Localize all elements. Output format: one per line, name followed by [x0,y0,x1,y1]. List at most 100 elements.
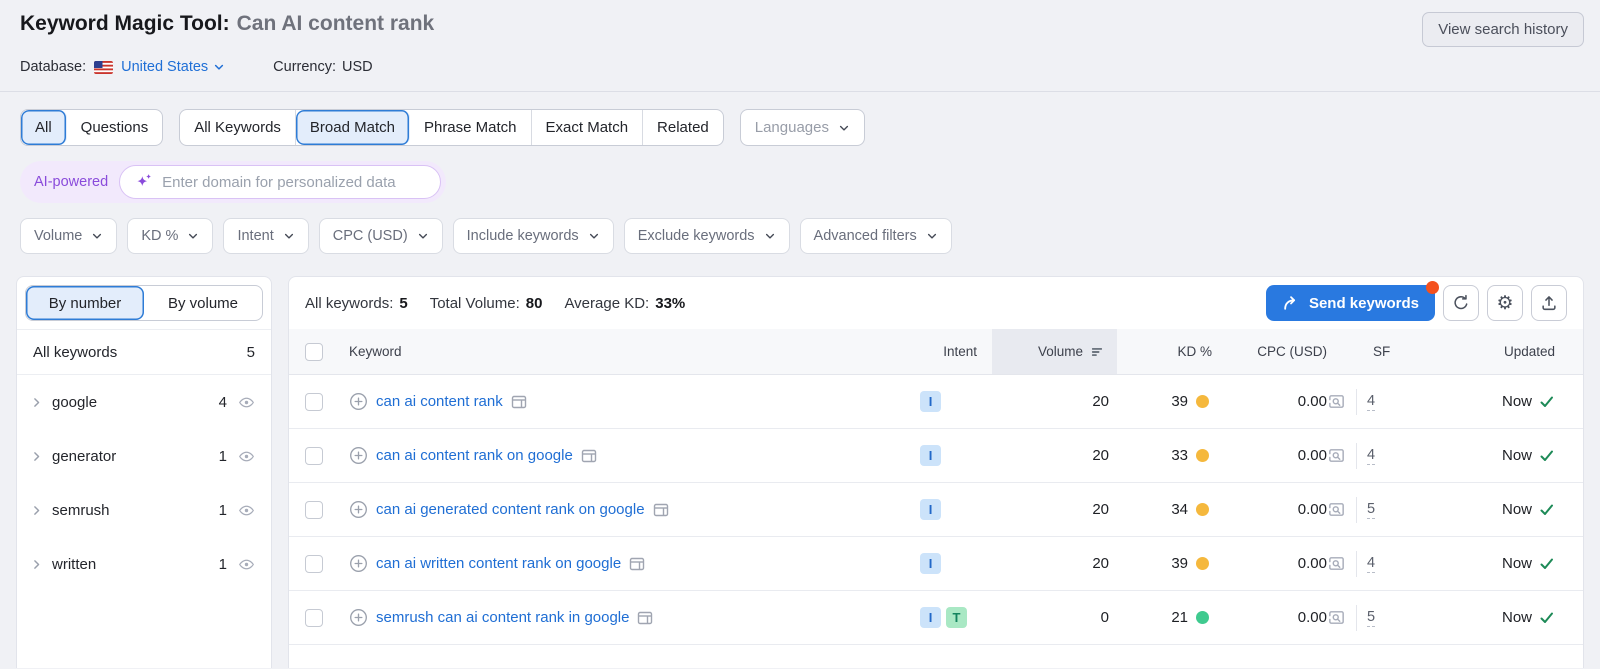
keyword-link[interactable]: can ai content rank on google [376,447,573,464]
sf-count[interactable]: 4 [1367,446,1376,466]
sf-count[interactable]: 5 [1367,608,1376,628]
add-keyword-icon[interactable] [349,608,368,627]
tab-broad-match[interactable]: Broad Match [295,110,410,145]
serp-icon[interactable] [511,394,527,410]
column-header-keyword[interactable]: Keyword [349,344,402,359]
serp-icon[interactable] [637,610,653,626]
eye-icon[interactable] [238,448,255,465]
chevron-right-icon[interactable] [30,396,43,409]
export-button[interactable] [1531,285,1567,321]
filter-include-keywords[interactable]: Include keywords [452,218,614,254]
column-header-updated[interactable]: Updated [1503,344,1555,359]
serp-icon[interactable] [581,448,597,464]
export-icon [1540,294,1558,312]
eye-icon[interactable] [238,556,255,573]
header-divider [0,91,1600,92]
keyword-link[interactable]: can ai content rank [376,393,503,410]
chevron-right-icon[interactable] [30,450,43,463]
row-checkbox[interactable] [305,608,323,627]
summary-total-volume: Total Volume: 80 [429,294,543,312]
intent-badge-i: I [920,445,941,466]
refresh-button[interactable] [1443,285,1479,321]
row-checkbox[interactable] [305,446,323,465]
domain-input-wrap[interactable] [119,165,442,199]
filter-intent[interactable]: Intent [223,218,309,254]
eye-icon[interactable] [238,394,255,411]
updated-cell: Now [1422,483,1567,536]
keyword-link[interactable]: can ai written content rank on google [376,555,622,572]
kd-cell: 39 [1117,375,1212,428]
filter-cpc-usd[interactable]: CPC (USD) [318,218,443,254]
tab-related[interactable]: Related [657,119,709,136]
tab-all-keywords[interactable]: All Keywords [180,110,296,145]
database-label: Database: [20,59,87,75]
chevron-down-icon [838,122,850,134]
serp-icon[interactable] [653,502,669,518]
column-header-intent[interactable]: Intent [943,344,977,359]
tab-questions[interactable]: Questions [80,119,149,136]
sidebar-group-semrush[interactable]: semrush 1 [17,483,271,537]
column-header-cpc[interactable]: CPC (USD) [1257,344,1327,359]
toggle-by-volume[interactable]: By volume [167,294,239,312]
serp-preview-icon[interactable] [1327,554,1346,573]
sidebar-item-all-keywords[interactable]: All keywords 5 [17,329,271,375]
add-keyword-icon[interactable] [349,554,368,573]
chevron-down-icon [926,230,938,242]
add-keyword-icon[interactable] [349,392,368,411]
volume-cell: 0 [1100,609,1109,626]
column-header-sf[interactable]: SF [1373,344,1391,359]
chevron-down-icon [417,230,429,242]
serp-preview-icon[interactable] [1327,446,1346,465]
serp-preview-icon[interactable] [1327,608,1346,627]
serp-preview-icon[interactable] [1327,392,1346,411]
tab-phrase-match[interactable]: Phrase Match [410,110,532,145]
keyword-link[interactable]: semrush can ai content rank in google [376,609,630,626]
sidebar-group-generator[interactable]: generator 1 [17,429,271,483]
keyword-link[interactable]: can ai generated content rank on google [376,501,645,518]
domain-input[interactable] [162,173,427,191]
tab-all[interactable]: All [21,110,67,145]
filter-kd[interactable]: KD % [127,218,214,254]
sf-count[interactable]: 5 [1367,500,1376,520]
select-all-checkbox[interactable] [305,342,323,361]
filter-volume[interactable]: Volume [20,218,118,254]
filter-advanced-filters[interactable]: Advanced filters [799,218,952,254]
eye-icon[interactable] [238,502,255,519]
keyword-group-label: google [52,393,98,411]
sidebar-group-written[interactable]: written 1 [17,537,271,591]
tab-exact-match[interactable]: Exact Match [532,110,644,145]
keyword-group-list: google 4 generator 1 semrush 1 written 1 [17,375,271,591]
column-header-volume[interactable]: Volume [992,329,1117,374]
volume-cell: 20 [1092,501,1109,518]
row-checkbox[interactable] [305,392,323,411]
row-checkbox[interactable] [305,554,323,573]
filter-label: KD % [141,228,179,244]
row-checkbox[interactable] [305,500,323,519]
settings-button[interactable]: ⚙ [1487,285,1523,321]
view-search-history-button[interactable]: View search history [1422,12,1584,47]
filter-exclude-keywords[interactable]: Exclude keywords [623,218,790,254]
sf-count[interactable]: 4 [1367,392,1376,412]
toggle-by-number[interactable]: By number [26,286,144,320]
volume-cell: 20 [1092,555,1109,572]
check-icon [1539,448,1555,464]
add-keyword-icon[interactable] [349,446,368,465]
column-header-kd[interactable]: KD % [1177,344,1212,359]
sidebar-group-google[interactable]: google 4 [17,375,271,429]
serp-icon[interactable] [629,556,645,572]
intent-badge-i: I [920,607,941,628]
sf-count[interactable]: 4 [1367,554,1376,574]
send-keywords-button[interactable]: Send keywords [1265,281,1439,321]
database-selector[interactable]: United States [121,59,225,75]
chevron-right-icon[interactable] [30,558,43,571]
us-flag-icon [94,60,114,74]
search-query-text: Can AI content rank [236,12,435,35]
serp-preview-icon[interactable] [1327,500,1346,519]
updated-cell: Now [1422,429,1567,482]
updated-cell: Now [1422,375,1567,428]
sidebar-sort-toggle: By number By volume [25,285,263,321]
chevron-right-icon[interactable] [30,504,43,517]
add-keyword-icon[interactable] [349,500,368,519]
sparkle-icon [134,172,154,192]
languages-dropdown[interactable]: Languages [739,109,865,146]
